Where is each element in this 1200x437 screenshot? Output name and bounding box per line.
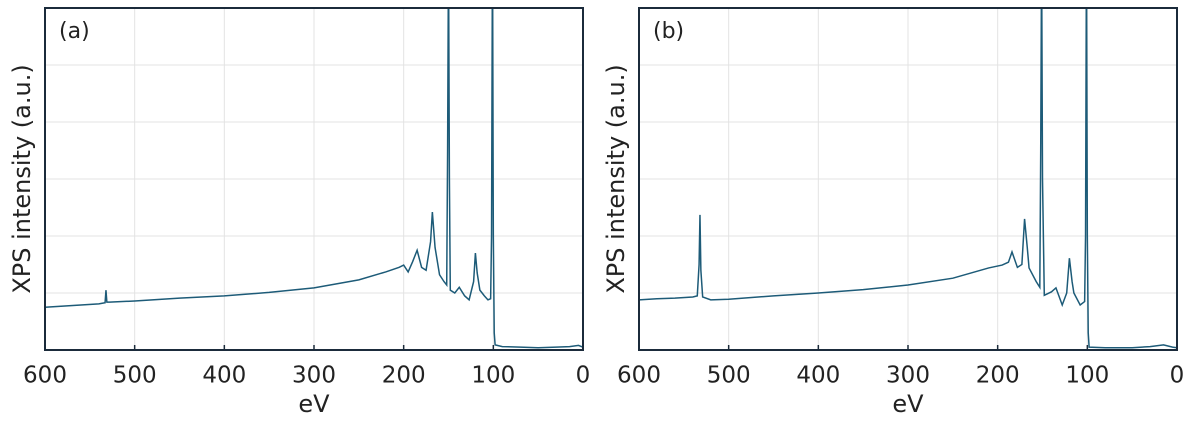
- x-axis-label: eV: [298, 390, 330, 418]
- panel-label: (a): [59, 19, 90, 44]
- x-tick-label: 100: [471, 363, 515, 389]
- x-tick-label: 200: [976, 363, 1020, 389]
- spectrum-line: [45, 8, 583, 349]
- x-tick-label: 300: [886, 363, 930, 389]
- x-tick-label: 600: [23, 363, 67, 389]
- x-tick-label: 400: [796, 363, 840, 389]
- x-tick-label: 0: [576, 363, 591, 389]
- x-tick-label: 0: [1170, 363, 1185, 389]
- x-tick-label: 600: [617, 363, 661, 389]
- panel: 600 500 400 300 200 100 0 eV XPS intensity (a.u.…: [602, 7, 1185, 418]
- y-axis-label: XPS intensity (a.u.): [602, 64, 630, 293]
- x-tick-label: 300: [292, 363, 336, 389]
- y-axis-label: XPS intensity (a.u.): [8, 64, 36, 293]
- spectrum-line: [639, 8, 1177, 349]
- x-tick-label: 400: [202, 363, 246, 389]
- x-tick-label: 500: [113, 363, 157, 389]
- x-tick-label: 100: [1065, 363, 1109, 389]
- panel-label: (b): [653, 19, 684, 44]
- panel: 600 500 400 300 200 100 0 eV XPS intensity (a.u.…: [8, 7, 591, 418]
- x-tick-label: 500: [707, 363, 751, 389]
- x-tick-label: 200: [382, 363, 426, 389]
- x-axis-label: eV: [892, 390, 924, 418]
